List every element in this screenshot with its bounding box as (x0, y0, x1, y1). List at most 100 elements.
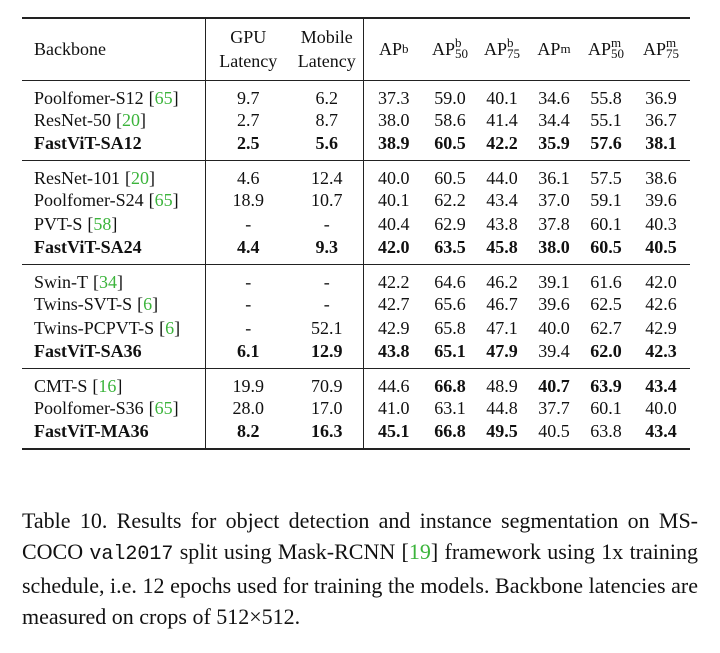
value-cell: 46.7 (486, 294, 518, 314)
backbone-cell: FastViT-SA12 (22, 132, 206, 160)
header-line: GPU (230, 27, 267, 48)
row-group: ResNet-101 [20] 4.6 12.4 40.0 60.5 44.0 36.1 57.… (22, 160, 690, 264)
backbone-name: CMT-S (34, 375, 88, 396)
value-cell: 36.9 (645, 87, 677, 108)
value-cell: 62.5 (590, 294, 622, 314)
value-cell: 46.2 (486, 271, 518, 292)
value-cell: - (245, 294, 252, 314)
bracket: [ (115, 110, 122, 130)
citation-number: 34 (99, 271, 117, 292)
citation-number: 19 (408, 539, 431, 564)
value-cell: 55.8 (590, 87, 622, 108)
value-cell: 44.0 (486, 167, 518, 188)
column-header: AP b 75 (476, 18, 528, 80)
value-cell: 40.3 (645, 214, 677, 234)
caption-label: Table 10. (22, 508, 108, 533)
value-cell: 2.5 (237, 132, 260, 153)
value-cell: 19.9 (232, 375, 265, 396)
backbone-cell: Twins-SVT-S [6] (22, 292, 206, 317)
citation: [34] (93, 272, 123, 292)
bracket: [ (148, 398, 155, 418)
value-cell: 38.6 (645, 167, 677, 188)
backbone-cell: Poolfomer-S12 [65] (22, 80, 206, 109)
citation-number: 58 (93, 214, 112, 234)
value-cell: 41.4 (486, 110, 518, 130)
backbone-cell: Poolfomer-S36 [65] (22, 396, 206, 421)
bracket: ] (152, 294, 159, 314)
value-cell: 40.5 (538, 420, 570, 441)
column-header: AP m 50 (580, 18, 632, 80)
column-header: Mobile Latency (291, 18, 364, 80)
bracket: [ (159, 318, 166, 338)
backbone-name: FastViT-SA12 (34, 132, 142, 153)
value-cell: - (245, 214, 252, 234)
citation-number: 6 (143, 294, 153, 314)
bracket: [ (92, 375, 99, 396)
header-text: Backbone (34, 39, 106, 60)
value-cell: 42.7 (378, 294, 410, 314)
backbone-name: Poolfomer-S36 (34, 398, 144, 418)
metric-name: AP (537, 39, 561, 60)
table-row: Poolfomer-S36 [65] 28.0 17.0 41.0 63.1 44.8 37.… (22, 396, 690, 421)
bracket: [ (148, 190, 155, 210)
value-cell: 62.2 (434, 190, 466, 210)
value-cell: 62.0 (590, 340, 622, 361)
table-row: PVT-S [58] - -40.4 62.9 43.8 37.8 60.1 40.3 (22, 212, 690, 237)
value-cell: 40.1 (378, 190, 410, 210)
value-cell: 45.1 (378, 420, 410, 441)
value-cell: 57.6 (590, 132, 622, 153)
citation: [20] (116, 110, 146, 130)
backbone-cell: FastViT-SA36 (22, 340, 206, 368)
value-cell: 16.3 (291, 420, 364, 449)
value-cell: 9.7 (237, 87, 260, 108)
table-row: Twins-PCPVT-S [6] - 52.1 42.9 65.8 47.1 40.0 62.… (22, 316, 690, 341)
backbone-name: FastViT-SA24 (34, 236, 142, 257)
value-cell: 65.1 (434, 340, 466, 361)
backbone-name: PVT-S (34, 214, 83, 234)
backbone-name: FastViT-MA36 (34, 420, 149, 441)
value-cell: 63.9 (590, 375, 622, 396)
column-header: GPU Latency (205, 18, 291, 80)
value-cell: 60.1 (590, 398, 622, 418)
column-header: AP b (363, 18, 424, 80)
citation-number: 20 (130, 167, 149, 188)
backbone-name: Poolfomer-S24 (34, 190, 144, 210)
citation: [65] (149, 398, 179, 418)
value-cell: 42.0 (645, 271, 677, 292)
backbone-name: Twins-PCPVT-S (34, 318, 155, 338)
header-row: Backbone GPU Latency Mobile Latency AP b AP b 50 A… (22, 18, 690, 80)
bracket: [ (87, 214, 94, 234)
value-cell: 42.0 (378, 236, 410, 257)
metric-scripts: m (560, 40, 571, 56)
value-cell: 60.1 (590, 214, 622, 234)
value-cell: 40.0 (378, 167, 410, 188)
table-row: FastViT-MA36 8.2 16.3 45.1 66.8 49.5 40.5 63.8 4… (22, 420, 690, 449)
backbone-cell: PVT-S [58] (22, 212, 206, 237)
value-cell: - (245, 271, 252, 292)
value-cell: 66.8 (434, 420, 466, 441)
superscript: m (560, 40, 571, 56)
table-row: Twins-SVT-S [6] - -42.7 65.6 46.7 39.6 62.5 42.6 (22, 292, 690, 317)
value-cell: 48.9 (486, 375, 518, 396)
table-row: Poolfomer-S12 [65] 9.7 6.2 37.3 59.0 40.1 34.6 5… (22, 80, 690, 109)
metric-name: AP (483, 38, 507, 59)
value-cell: 39.1 (538, 271, 570, 292)
row-group: CMT-S [16] 19.9 70.9 44.6 66.8 48.9 40.7 63.9 43.… (22, 368, 690, 449)
value-cell: - (291, 292, 364, 317)
value-cell: 40.7 (538, 375, 570, 396)
caption-text: Results for object detection and instanc… (22, 508, 699, 564)
value-cell: 38.9 (378, 132, 410, 153)
value-cell: 42.9 (645, 318, 677, 338)
value-cell: 35.9 (538, 132, 570, 153)
value-cell: 5.6 (291, 132, 364, 160)
bracket: [ (93, 271, 99, 292)
bracket: ] (174, 318, 181, 338)
table-row: FastViT-SA24 4.4 9.3 42.0 63.5 45.8 38.0 60.5 40… (22, 236, 690, 264)
value-cell: 37.7 (538, 398, 570, 418)
value-cell: 44.6 (378, 375, 410, 396)
bracket: ] (148, 167, 155, 188)
value-cell: 40.0 (645, 398, 677, 418)
value-cell: 38.0 (378, 110, 410, 130)
value-cell: 34.4 (538, 110, 570, 130)
